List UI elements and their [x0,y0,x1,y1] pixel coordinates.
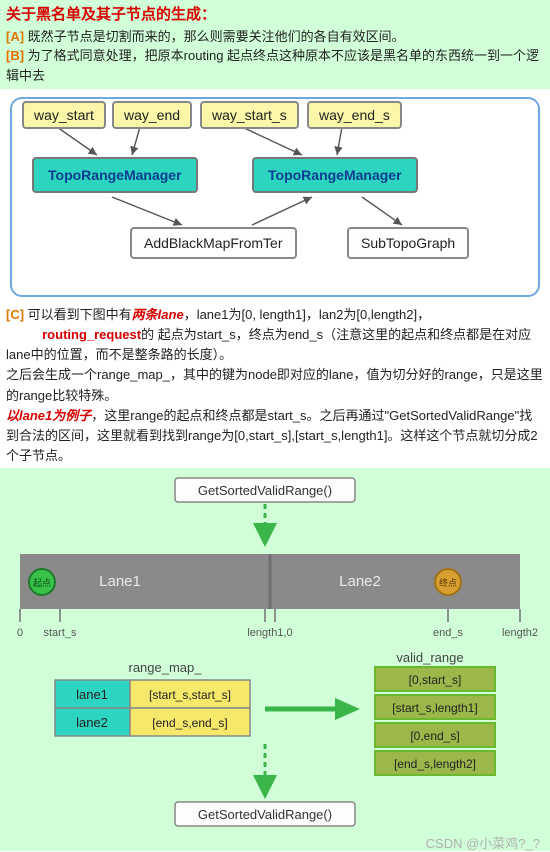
c-text-1c: ，lane1为[0, length1]，lan2为[0,length2]， [184,307,430,322]
axis-ticks [20,609,520,622]
tag-c: [C] [6,307,24,322]
lane1-emph: 以lane1为例子 [6,408,91,423]
rm-lane2-val: [end_s,end_s] [152,716,227,730]
header-block: 关于黑名单及其子节点的生成： [A] 既然子节点是切割而来的，那么则需要关注他们… [0,0,550,89]
label-lane2: Lane2 [339,573,381,590]
diagram-1: way_start way_end way_start_s way_end_s … [10,97,540,297]
diagram-2: GetSortedValidRange() Lane1 Lane2 起点 终点 … [0,468,550,851]
label-getsorted-bottom: GetSortedValidRange() [198,807,332,822]
mid-line2: 之后会生成一个range_map_，其中的键为node即对应的lane，值为切分… [6,367,543,402]
node-way-start-s: way_start_s [200,101,299,129]
axis-0: 0 [17,627,23,639]
node-way-end-s: way_end_s [307,101,402,129]
text-a: 既然子节点是切割而来的，那么则需要关注他们的各自有效区间。 [28,29,405,44]
axis-length2: length2 [502,627,538,639]
node-topo-2: TopoRangeManager [252,157,418,193]
title-valid-range: valid_range [396,650,463,665]
c-text-1a: 可以看到下图中有 [24,307,132,322]
mid-paragraph: [C] 可以看到下图中有两条lane，lane1为[0, length1]，la… [0,303,550,468]
node-topo-1: TopoRangeManager [32,157,198,193]
node-way-start: way_start [22,101,106,129]
axis-start-s: start_s [43,627,77,639]
tag-b: [B] [6,48,24,63]
routing-request: routing_request [42,327,141,342]
node-addblack: AddBlackMapFromTer [130,227,297,259]
vr-2: [start_s,length1] [392,701,477,715]
node-way-end: way_end [112,101,192,129]
rm-lane2-key: lane2 [76,715,108,730]
node-subtopo: SubTopoGraph [347,227,469,259]
big-arrow [265,698,360,720]
label-getsorted-top: GetSortedValidRange() [198,483,332,498]
tag-a: [A] [6,29,24,44]
start-circle-label: 起点 [33,578,51,588]
rm-lane1-key: lane1 [76,687,108,702]
vr-4: [end_s,length2] [394,757,476,771]
axis-length10: length1,0 [247,627,292,639]
end-circle-label: 终点 [439,577,457,588]
vr-3: [0,end_s] [410,729,459,743]
valid-range-boxes: [0,start_s] [start_s,length1] [0,end_s] … [375,667,495,775]
text-b: 为了格式同意处理，把原本routing 起点终点这种原本不应该是黑名单的东西统一… [6,48,539,83]
c-text-1b: 两条lane [132,307,184,322]
title-range-map: range_map_ [129,660,203,675]
vr-1: [0,start_s] [409,673,462,687]
diagram-2-svg: GetSortedValidRange() Lane1 Lane2 起点 终点 … [0,474,550,844]
label-lane1: Lane1 [99,573,141,590]
range-map-table: lane1 [start_s,start_s] lane2 [end_s,end… [55,680,250,736]
header-title: 关于黑名单及其子节点的生成： [6,6,216,23]
axis-end-s: end_s [433,627,463,639]
rm-lane1-val: [start_s,start_s] [149,688,231,702]
